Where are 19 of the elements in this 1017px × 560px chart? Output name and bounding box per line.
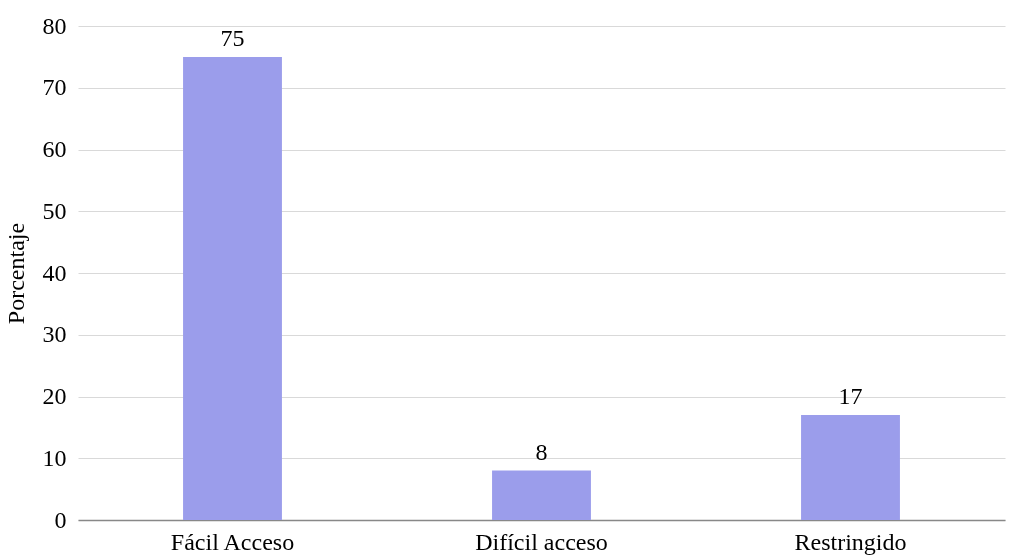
y-tick-label: 20 bbox=[42, 383, 67, 409]
y-tick-label: 30 bbox=[42, 321, 67, 348]
y-tick-label: 10 bbox=[42, 444, 67, 471]
data-label: 17 bbox=[838, 383, 863, 410]
bar bbox=[183, 56, 282, 520]
y-tick-label: 50 bbox=[42, 197, 67, 224]
y-tick-label: 70 bbox=[42, 74, 67, 101]
data-label: 75 bbox=[220, 24, 245, 51]
y-tick-label: 0 bbox=[54, 506, 67, 533]
x-tick-label: Restringido bbox=[794, 528, 907, 555]
x-tick-label: Difícil acceso bbox=[475, 528, 608, 555]
data-label: 8 bbox=[535, 438, 548, 465]
bar bbox=[801, 415, 900, 520]
y-tick-label: 40 bbox=[42, 259, 67, 286]
y-tick-label: 80 bbox=[42, 12, 67, 39]
bar bbox=[492, 470, 591, 520]
y-tick-label: 60 bbox=[42, 136, 67, 162]
y-axis-title: Porcentaje bbox=[2, 222, 29, 325]
x-tick-label: Fácil Acceso bbox=[170, 528, 295, 555]
